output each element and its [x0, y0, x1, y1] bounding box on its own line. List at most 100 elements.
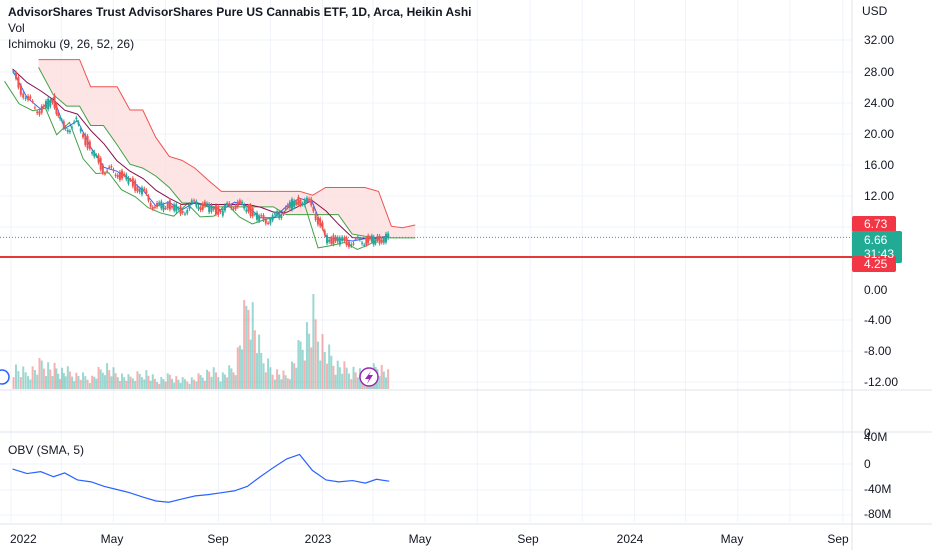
time-tick-label: Sep	[827, 532, 849, 546]
candle-body	[338, 237, 341, 245]
candle-body	[372, 236, 375, 245]
volume-bar	[312, 294, 315, 389]
volume-bar	[314, 319, 317, 389]
obv-legend[interactable]: OBV (SMA, 5)	[8, 443, 85, 457]
candle-body	[60, 120, 63, 122]
volume-bar	[101, 372, 104, 389]
candle-body	[127, 178, 130, 184]
ichimoku-legend[interactable]: Ichimoku (9, 26, 52, 26)	[8, 37, 135, 51]
candle-body	[288, 201, 291, 208]
volume-bar	[64, 376, 67, 389]
volume-bar	[226, 377, 229, 389]
volume-bar	[36, 374, 39, 389]
candle-body	[310, 198, 313, 206]
volume-bar	[91, 375, 94, 389]
volume-bar	[71, 376, 74, 389]
volume-bar	[347, 373, 350, 389]
candle-body	[57, 113, 60, 116]
vol-legend[interactable]: Vol	[8, 21, 25, 35]
candle-body	[116, 175, 119, 178]
candle-body	[59, 116, 62, 119]
candle-body	[367, 235, 370, 244]
candle-body	[171, 205, 174, 208]
volume-bar	[136, 371, 139, 389]
candle-body	[118, 172, 121, 180]
candle-body	[38, 111, 41, 115]
ichimoku-cloud	[38, 59, 416, 238]
volume-bar	[123, 377, 126, 389]
candle-body	[243, 204, 246, 209]
candle-body	[369, 237, 372, 239]
volume-bar	[356, 377, 359, 389]
candle-body	[305, 197, 308, 203]
volume-bar	[116, 377, 119, 389]
volume-bar	[190, 377, 193, 389]
volume-bar	[129, 376, 132, 389]
candle-body	[177, 208, 180, 210]
volume-bar	[188, 383, 191, 389]
volume-bar	[323, 352, 326, 389]
volume-bar	[203, 380, 206, 389]
grid-lines	[0, 0, 852, 522]
currency-label[interactable]: USD	[862, 4, 888, 18]
volume-bar	[354, 372, 357, 389]
volume-bar	[93, 376, 96, 389]
volume-bar	[345, 367, 348, 389]
candle-body	[166, 202, 169, 209]
leading-span-b-line	[38, 59, 416, 229]
volume-bar	[84, 376, 87, 389]
volume-bar	[99, 369, 102, 389]
candle-body	[256, 212, 258, 220]
volume-bar	[162, 379, 165, 389]
volume-bar	[210, 376, 213, 389]
volume-bar	[253, 330, 256, 389]
candle-body	[71, 127, 74, 129]
candle-body	[147, 196, 150, 201]
candle-body	[64, 126, 67, 129]
candle-body	[86, 135, 89, 149]
volume-bar	[121, 373, 124, 389]
volume-bar	[79, 379, 82, 389]
volume-bar	[343, 361, 346, 389]
candle-body	[17, 76, 20, 88]
volume-bar	[297, 340, 300, 389]
candle-body	[131, 178, 134, 187]
candle-body	[228, 203, 231, 206]
volume-bar	[17, 371, 20, 389]
volume-bar	[303, 360, 306, 389]
volume-bar	[316, 341, 319, 389]
candle-body	[269, 219, 272, 224]
volume-bar	[127, 374, 130, 389]
volume-bar	[241, 349, 244, 389]
candle-body	[110, 166, 113, 168]
upper-badge-label: 6.73	[864, 217, 888, 231]
obv-tick-label: -40M	[864, 482, 891, 496]
price-tick-label: 12.00	[864, 189, 894, 203]
candle-body	[334, 236, 337, 241]
candle-body	[19, 84, 22, 95]
candle-body	[384, 233, 387, 243]
candle-body	[299, 200, 302, 206]
candle-body	[264, 218, 267, 224]
candle-body	[293, 200, 296, 208]
obv-tick-label: 0	[864, 426, 871, 440]
candle-body	[278, 212, 281, 219]
candle-body	[258, 215, 261, 222]
candle-body	[319, 218, 322, 227]
volume-bar	[208, 371, 211, 389]
volume-bar	[45, 376, 48, 389]
volume-bar	[57, 373, 60, 389]
volume-bar	[49, 369, 52, 389]
volume-bar	[291, 361, 294, 389]
volume-bar	[75, 372, 78, 389]
volume-bar	[140, 377, 143, 389]
candle-body	[354, 238, 357, 240]
volume-bar	[12, 377, 15, 389]
candle-body	[295, 201, 298, 204]
dividend-icon	[0, 369, 10, 385]
volume-bar	[153, 378, 156, 389]
volume-bar	[310, 347, 313, 389]
volume-bar	[51, 376, 54, 389]
volume-bar	[40, 360, 43, 389]
